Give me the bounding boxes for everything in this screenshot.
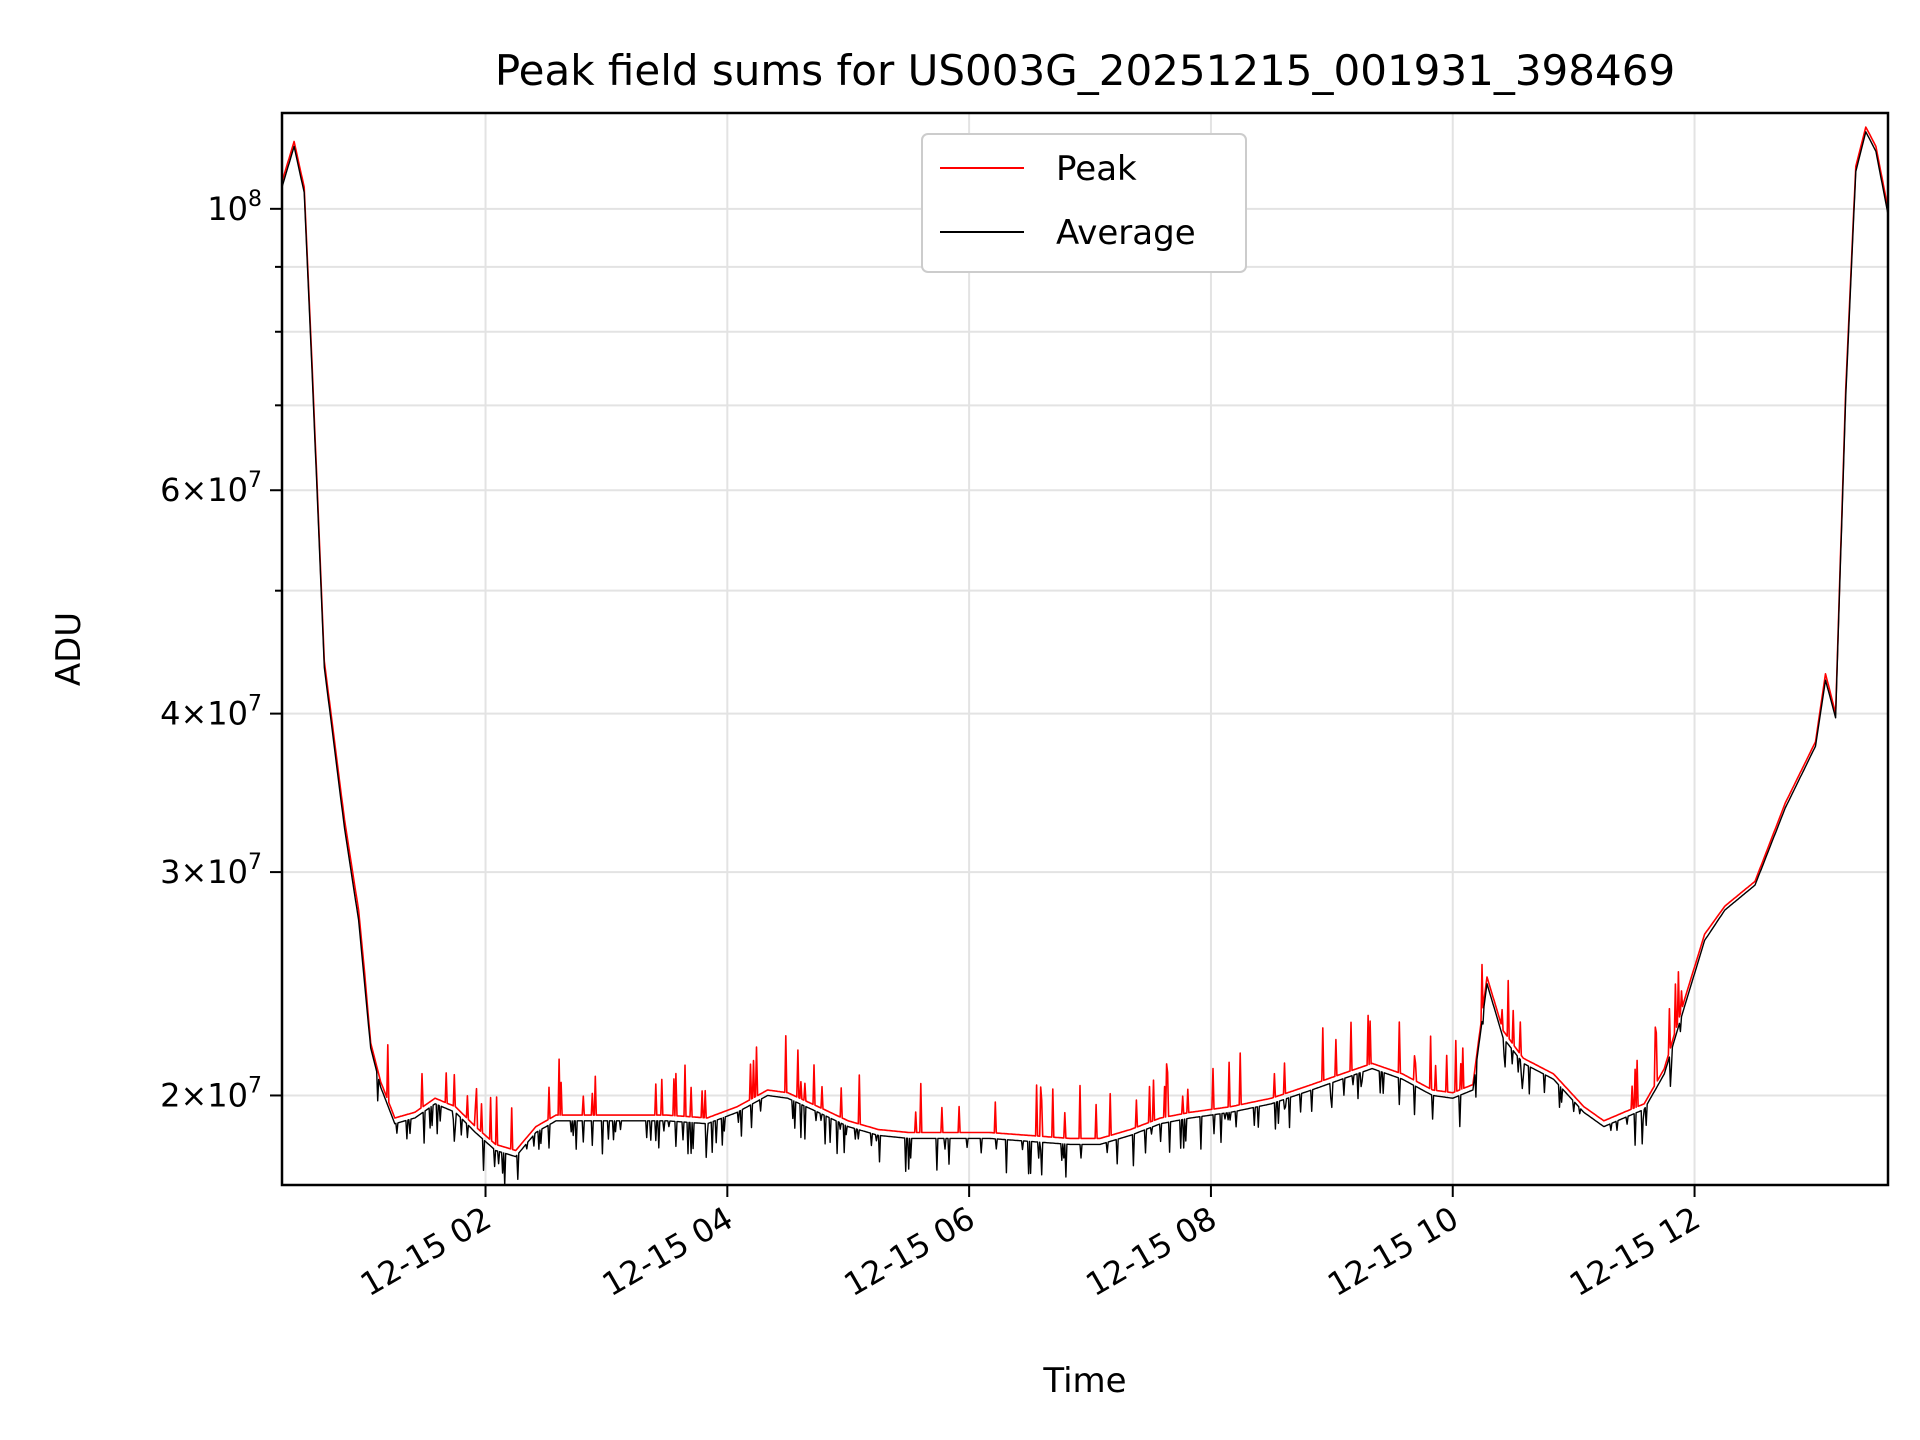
y-tick-label: 108 [207,187,262,228]
x-tick-label: 12-15 02 [354,1199,498,1304]
y-tick-label: 4×107 [160,692,262,733]
x-tick-label: 12-15 08 [1079,1199,1223,1304]
x-axis-ticks: 12-15 02 12-15 04 12-15 06 12-15 08 12-15 10… [354,1185,1707,1304]
x-tick-label: 12-15 10 [1321,1199,1465,1304]
chart-title: Peak field sums for US003G_20251215_0019… [495,46,1675,95]
x-axis-label: Time [1042,1361,1126,1401]
series-line-peak [281,126,1889,1152]
y-tick-label: 6×107 [160,468,262,509]
series-layer [281,126,1889,1186]
y-tick-label: 3×107 [160,850,262,891]
legend-label-average: Average [1056,213,1196,253]
y-tick-label: 2×107 [160,1073,262,1114]
x-tick-label: 12-15 12 [1563,1199,1707,1304]
x-tick-label: 12-15 06 [838,1199,982,1304]
y-axis-label: ADU [49,612,89,686]
series-line-average [281,131,1889,1186]
x-tick-label: 12-15 04 [596,1199,740,1304]
y-axis-ticks: 2×107 3×107 4×107 6×107 108 [160,187,282,1114]
grid-layer [282,113,1888,1185]
plot-frame [280,111,1890,1187]
legend-label-peak: Peak [1056,149,1137,189]
legend: Peak Average [921,133,1247,273]
